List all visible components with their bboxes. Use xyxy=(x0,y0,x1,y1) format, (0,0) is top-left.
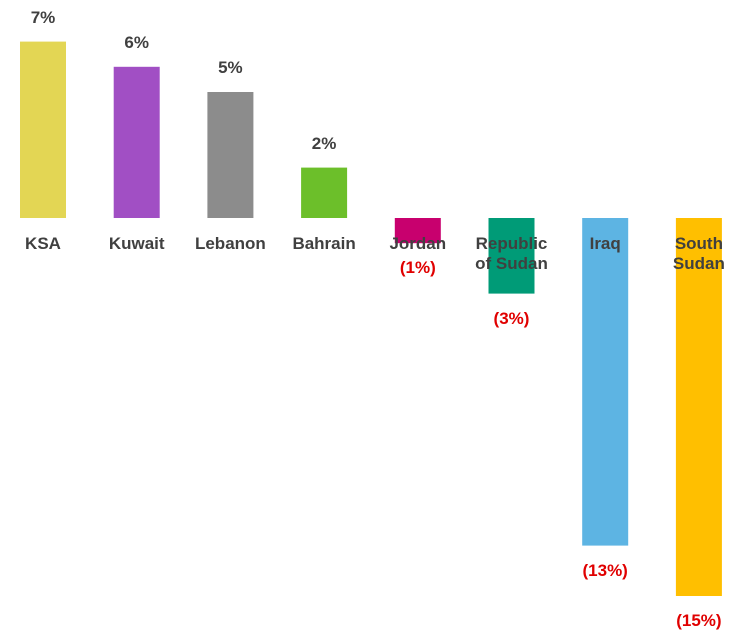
x-tick-label: KSA xyxy=(25,234,61,253)
bar xyxy=(301,167,348,218)
x-tick-label: Kuwait xyxy=(108,234,165,253)
value-label: (13%) xyxy=(582,560,628,580)
bar xyxy=(675,218,722,596)
bar xyxy=(488,218,535,294)
bar xyxy=(113,66,160,218)
value-label: (15%) xyxy=(676,611,722,630)
x-tick-label: Jordan xyxy=(389,234,447,253)
x-tick-label: Iraq xyxy=(589,234,621,253)
value-label: (1%) xyxy=(399,258,436,278)
bar xyxy=(582,218,629,546)
value-label: (3%) xyxy=(493,308,530,328)
value-label: 7% xyxy=(30,7,56,27)
bar xyxy=(20,41,66,218)
x-tick-label: South Sudan xyxy=(672,234,725,273)
bar xyxy=(207,92,254,218)
x-tick-label: Lebanon xyxy=(194,234,266,253)
value-label: 5% xyxy=(218,58,243,77)
value-label: 2% xyxy=(311,133,337,153)
bar xyxy=(394,218,441,244)
x-tick-label: Republic of Sudan xyxy=(475,234,548,273)
value-label: 6% xyxy=(124,32,149,52)
x-tick-label: Bahrain xyxy=(292,234,356,253)
